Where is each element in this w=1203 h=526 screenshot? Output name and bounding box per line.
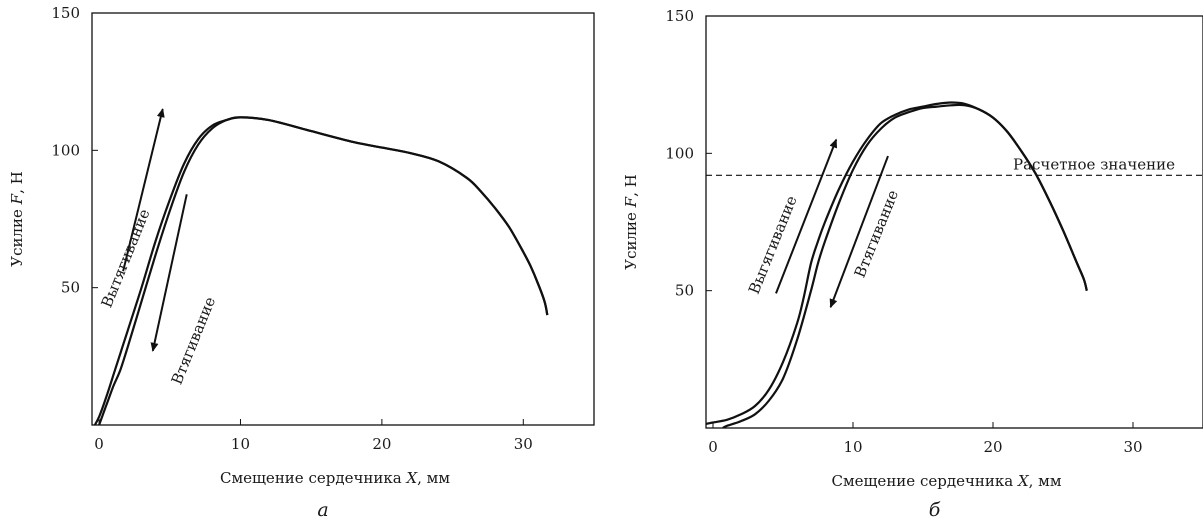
x-axis-label: Смещение сердечника X, мм (831, 472, 1061, 490)
chart-panel-1: 0 10 20 30 50 100 150 Смещение сердечника X, мм… (8, 4, 595, 521)
series-line-1 (93, 116, 549, 425)
plot-frame (91, 12, 595, 426)
panel-label: а (317, 499, 328, 521)
x-tick-label: 0 (94, 435, 104, 453)
chart-panel-2: 0 10 20 30 50 100 150 Смещение сердечника X, мм… (622, 7, 1203, 521)
y-tick-label: 50 (61, 279, 80, 297)
annotation-label-1: Выгягивание (745, 193, 801, 297)
x-tick-label: 30 (1123, 438, 1142, 456)
x-tick-label: 0 (708, 438, 718, 456)
y-tick-label: 100 (51, 141, 80, 159)
direction-arrow-2 (829, 155, 889, 309)
plot-frame (705, 15, 1203, 429)
direction-arrow-2 (150, 194, 188, 352)
y-axis-label: Усилие F, Н (8, 171, 26, 266)
x-tick-label: 30 (514, 435, 533, 453)
x-tick-label: 10 (843, 438, 862, 456)
y-tick-label: 50 (675, 282, 694, 300)
annotation-label-2: Втягивание (168, 294, 220, 387)
y-axis-label: Усилие F, Н (622, 174, 640, 269)
y-tick-label: 150 (665, 7, 694, 25)
x-tick-label: 10 (231, 435, 250, 453)
direction-arrow-1 (122, 108, 165, 272)
series-line-2 (98, 116, 549, 425)
direction-arrow-1 (775, 138, 838, 294)
y-tick-label: 100 (665, 144, 694, 162)
x-tick-label: 20 (983, 438, 1002, 456)
series-line-2 (722, 103, 1088, 428)
panel-label: б (929, 499, 941, 521)
x-axis-label: Смещение сердечника X, мм (220, 469, 450, 487)
x-tick-label: 20 (372, 435, 391, 453)
y-tick-label: 150 (51, 4, 80, 22)
annotation-label-1: Вытягивание (98, 206, 154, 310)
reference-line-label: Расчетное значение (1013, 155, 1175, 173)
